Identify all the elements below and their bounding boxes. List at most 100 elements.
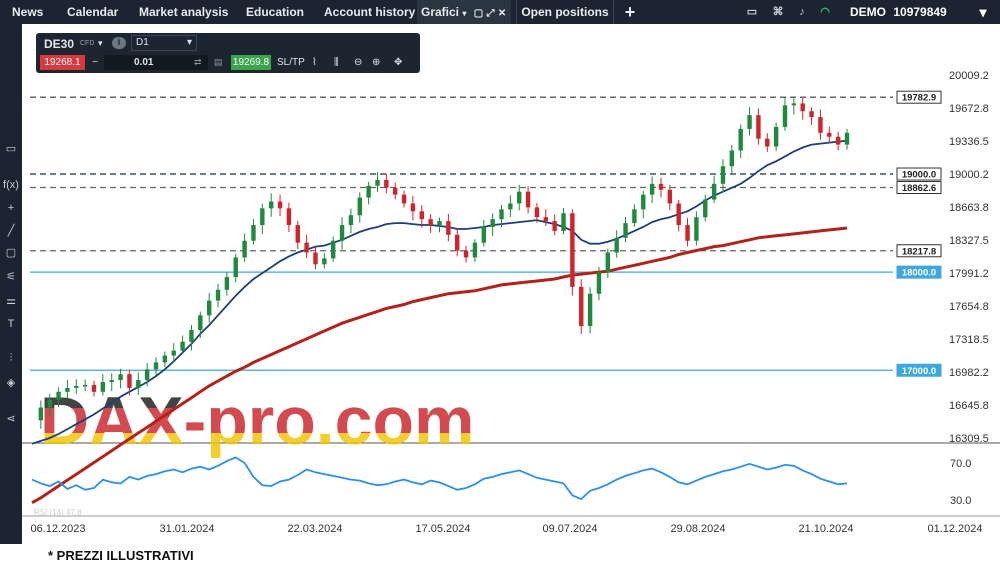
rsi-tick-label: 30.0 [950, 495, 971, 507]
sltp-button[interactable]: SL/TP [277, 57, 305, 68]
level-label-box [896, 167, 942, 181]
swap-icon[interactable]: ⇄ [194, 57, 202, 67]
candle-body [676, 203, 681, 226]
layers-icon[interactable]: ◈ [6, 377, 16, 389]
nav-news[interactable]: News [12, 5, 44, 19]
share-icon[interactable]: ⋖ [6, 413, 16, 425]
candle-body [756, 115, 761, 139]
account-info[interactable]: DEMO 10979849 [850, 0, 947, 24]
candle-body [614, 237, 619, 253]
level-label: 18862.6 [902, 183, 936, 194]
candle-body [56, 391, 61, 400]
fibonacci-tool-icon[interactable]: ⚌ [6, 295, 16, 307]
candle-body [508, 203, 513, 210]
candle-body [348, 215, 354, 226]
candle-body [171, 350, 176, 356]
level-label-box [896, 180, 942, 194]
expand-icon[interactable]: ⤢ [486, 8, 495, 19]
volume-input[interactable]: 0.01 [104, 55, 208, 70]
crosshair-icon[interactable]: + [7, 202, 15, 214]
menu-chevron-icon[interactable]: ▾ [979, 4, 987, 20]
level-label: 17000.0 [902, 366, 936, 377]
candle-body [304, 242, 309, 253]
candle-body [127, 374, 132, 388]
zoom-in-icon[interactable]: ⊕ [372, 57, 381, 68]
trade-toolbar: DE30 CFD ▾ i D1 ▾ 19268.1 − 0.01 ⇄ ▤ + 1… [36, 33, 420, 73]
candle-body [109, 380, 114, 383]
candle-body [632, 209, 637, 224]
text-tool-icon[interactable]: T [7, 318, 15, 330]
candle-body [800, 103, 805, 112]
monitor-icon[interactable]: ▭ [746, 6, 758, 18]
candle-body [561, 213, 566, 231]
account-mode: DEMO [850, 5, 886, 19]
candle-body [322, 258, 327, 265]
nav-education[interactable]: Education [246, 5, 305, 19]
candle-body [738, 128, 743, 151]
line-tool-icon[interactable]: ╱ [7, 225, 15, 237]
chevron-down-icon[interactable]: ▾ [462, 9, 467, 18]
candle-body [605, 252, 611, 273]
candle-body [587, 293, 593, 327]
level-label-box [896, 244, 942, 258]
tab-open-positions[interactable]: Open positions [516, 0, 614, 24]
wifi-icon: ◠ [820, 6, 830, 18]
sliders-icon[interactable]: ⫶ [9, 352, 13, 364]
candle-body [224, 277, 230, 290]
tab-grafici[interactable]: Grafici ▾ ▢ ⤢ ✕ [417, 0, 511, 24]
candle-body [472, 242, 478, 258]
y-tick-label: 17991.2 [949, 268, 989, 280]
candle-body [313, 252, 318, 265]
timeframe-select[interactable]: D1 ▾ [131, 35, 197, 51]
candle-body [596, 272, 602, 294]
candle-body [366, 185, 371, 198]
lock-icon[interactable]: ▤ [214, 57, 223, 67]
candle-body [623, 223, 628, 238]
line-chart-icon[interactable]: ⌇ [312, 57, 317, 68]
level-label: 19782.9 [902, 93, 936, 104]
bell-icon[interactable]: ♪ [799, 6, 805, 18]
close-tab-icon[interactable]: ✕ [497, 8, 507, 19]
tab-grafici-label: Grafici [421, 5, 460, 19]
nav-market-analysis[interactable]: Market analysis [139, 5, 229, 19]
y-tick-label: 19000.2 [949, 169, 989, 181]
y-tick-label: 17318.5 [949, 334, 989, 346]
zoom-out-icon[interactable]: ⊖ [354, 57, 363, 68]
x-tick-label: 09.07.2024 [542, 523, 597, 535]
candle-body [277, 201, 283, 209]
add-tab-button[interactable]: + [624, 2, 636, 22]
rsi-line [31, 456, 848, 501]
x-tick-label: 29.08.2024 [670, 523, 725, 535]
y-tick-label: 18327.5 [949, 235, 989, 247]
trend-tool-icon[interactable]: ⚟ [6, 271, 16, 283]
level-label-box [896, 90, 942, 104]
symbol-label[interactable]: DE30 [44, 37, 75, 51]
price-chart[interactable]: DAX-pro.com 19782.9 19000.0 18862.6 18217.8… [0, 24, 1000, 544]
top-navigation-bar: News Calendar Market analysis Education … [0, 0, 1000, 24]
buy-button[interactable]: 19269.8 [231, 55, 271, 70]
volume-decrease-button[interactable]: − [92, 57, 98, 68]
footer-note: * PREZZI ILLUSTRATIVI [0, 544, 1000, 566]
candle-body [330, 240, 336, 259]
candle-body [499, 209, 504, 220]
candles-icon[interactable]: ⫼ [334, 57, 339, 68]
candle-body [818, 117, 823, 133]
nav-calendar[interactable]: Calendar [67, 5, 119, 19]
network-icon[interactable]: ⌘ [772, 6, 784, 18]
window-icon[interactable]: ▢ [473, 8, 484, 19]
candle-body [410, 203, 416, 212]
function-icon[interactable]: f(x) [3, 179, 19, 191]
symbol-chevron-down-icon[interactable]: ▾ [98, 38, 103, 48]
move-icon[interactable]: ✥ [394, 57, 403, 68]
candle-body [437, 221, 442, 226]
sell-button[interactable]: 19268.1 [40, 55, 85, 70]
candle-body [827, 132, 832, 137]
nav-account-history[interactable]: Account history [324, 5, 416, 19]
window-tool-icon[interactable]: ▭ [5, 143, 17, 155]
rectangle-tool-icon[interactable]: ▢ [5, 247, 17, 259]
level-label-box [896, 265, 942, 279]
candle-body [455, 234, 460, 251]
level-label: 18217.8 [902, 246, 936, 257]
candle-body [286, 208, 292, 226]
info-icon[interactable]: i [112, 37, 126, 49]
